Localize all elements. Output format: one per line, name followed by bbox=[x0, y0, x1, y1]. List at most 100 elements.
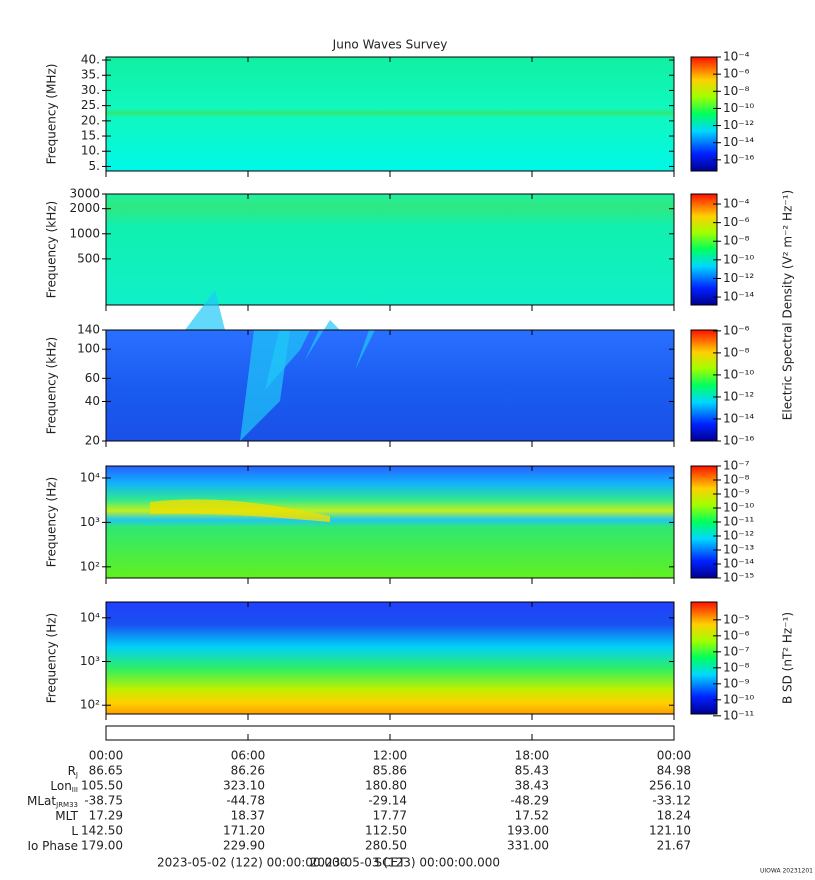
ephemeris-value: 280.50 bbox=[365, 839, 407, 853]
ephemeris-value: 105.50 bbox=[81, 779, 123, 793]
time-tick-label: 18:00 bbox=[515, 749, 550, 763]
ephemeris-value: 17.29 bbox=[89, 809, 123, 823]
colorbar-label: B SD (nT² Hz⁻¹) bbox=[781, 612, 795, 704]
ephemeris-label: Io Phase bbox=[27, 839, 78, 853]
ephemeris-value: 142.50 bbox=[81, 824, 123, 838]
ephemeris-label-text: MLat bbox=[27, 794, 56, 808]
colorbar-label: Electric Spectral Density (V² m⁻² Hz⁻¹) bbox=[781, 190, 795, 420]
footer-start: 2023-05-02 (122) 00:00:00.000 bbox=[157, 856, 347, 870]
colorbar bbox=[690, 56, 718, 172]
ephemeris-value: 21.67 bbox=[657, 839, 691, 853]
ephemeris-value: 17.52 bbox=[515, 809, 549, 823]
emission-streak bbox=[265, 330, 310, 390]
y-axis-label: Frequency (kHz) bbox=[45, 201, 59, 298]
colorbar-tick-label: 10⁻¹² bbox=[723, 529, 754, 543]
colorbar-tick-label: 10⁻⁶ bbox=[723, 67, 750, 81]
colorbar-tick-label: 10⁻¹⁴ bbox=[723, 557, 754, 571]
footer-end: 2023-05-03 (123) 00:00:00.000 bbox=[310, 856, 500, 870]
ephemeris-value: 18.24 bbox=[657, 809, 691, 823]
footer-stamp: UIOWA 20231201 bbox=[760, 868, 813, 875]
y-tick-label: 10³ bbox=[80, 654, 100, 668]
ephemeris-value: 18.37 bbox=[231, 809, 265, 823]
ephemeris-label-sub: III bbox=[72, 786, 78, 794]
ephemeris-label: L bbox=[71, 824, 78, 838]
ephemeris-label: RJ bbox=[68, 764, 78, 780]
ephemeris-label-sub: J bbox=[75, 771, 78, 779]
y-tick-label: 1000 bbox=[69, 226, 100, 240]
y-tick-label: 5. bbox=[89, 159, 100, 173]
ephemeris-value: 323.10 bbox=[223, 779, 265, 793]
ephemeris-value: 38.43 bbox=[515, 779, 549, 793]
ephemeris-label-sub: JRM33 bbox=[55, 801, 78, 809]
ephemeris-label: MLT bbox=[55, 809, 78, 823]
ephemeris-value: 86.26 bbox=[231, 764, 265, 778]
footer-center: SCET bbox=[375, 856, 407, 870]
spectrogram bbox=[106, 602, 674, 714]
colorbar-tick-label: 10⁻¹⁴ bbox=[723, 135, 754, 149]
colorbar-tick-label: 10⁻¹¹ bbox=[723, 515, 754, 529]
y-tick-label: 40 bbox=[85, 394, 100, 408]
ephemeris-value: 331.00 bbox=[507, 839, 549, 853]
ephemeris-value: 17.77 bbox=[373, 809, 407, 823]
ephemeris-value: 84.98 bbox=[657, 764, 691, 778]
colorbar-tick-label: 10⁻⁶ bbox=[723, 215, 750, 229]
colorbar-tick-label: 10⁻⁸ bbox=[723, 473, 750, 487]
colorbar-tick-label: 10⁻¹⁵ bbox=[723, 571, 754, 585]
ephemeris-value: 112.50 bbox=[365, 824, 407, 838]
colorbar-tick-label: 10⁻⁸ bbox=[723, 234, 750, 248]
y-axis-label: Frequency (MHz) bbox=[45, 64, 59, 165]
y-tick-label: 2000 bbox=[69, 201, 100, 215]
colorbar-tick-label: 10⁻⁸ bbox=[723, 345, 750, 359]
ephemeris-value: -38.75 bbox=[84, 794, 123, 808]
time-tick-label: 00:00 bbox=[657, 749, 692, 763]
emission-streak bbox=[355, 330, 385, 370]
emission-streak bbox=[185, 290, 225, 330]
ephemeris-value: 85.86 bbox=[373, 764, 407, 778]
ephemeris-label-text: R bbox=[68, 764, 76, 778]
colorbar-tick-label: 10⁻¹¹ bbox=[723, 708, 754, 722]
colorbar-tick-label: 10⁻¹² bbox=[723, 118, 754, 132]
ephemeris-value: 85.43 bbox=[515, 764, 549, 778]
ephemeris-label: MLatJRM33 bbox=[27, 794, 78, 810]
ephemeris-value: 179.00 bbox=[81, 839, 123, 853]
time-tick-label: 00:00 bbox=[89, 749, 124, 763]
ephemeris-label-text: Io Phase bbox=[27, 839, 78, 853]
y-tick-label: 60 bbox=[85, 371, 100, 385]
ephemeris-value: 193.00 bbox=[507, 824, 549, 838]
colorbar-tick-label: 10⁻¹³ bbox=[723, 543, 754, 557]
colorbar-tick-label: 10⁻¹⁰ bbox=[723, 252, 754, 266]
y-tick-label: 100 bbox=[77, 342, 100, 356]
chart-title: Juno Waves Survey bbox=[332, 38, 448, 52]
ephemeris-label-text: Lon bbox=[50, 779, 71, 793]
colorbar-tick-label: 10⁻⁶ bbox=[723, 628, 750, 642]
y-tick-label: 500 bbox=[77, 251, 100, 265]
colorbar-tick-label: 10⁻⁴ bbox=[723, 197, 750, 211]
colorbar-tick-label: 10⁻⁷ bbox=[723, 644, 750, 658]
spectrogram bbox=[106, 330, 674, 441]
y-tick-label: 20. bbox=[81, 113, 100, 127]
colorbar-tick-label: 10⁻¹² bbox=[723, 389, 754, 403]
colorbar bbox=[690, 193, 718, 306]
y-tick-label: 35. bbox=[81, 68, 100, 82]
colorbar-tick-label: 10⁻¹⁶ bbox=[723, 434, 754, 448]
colorbar-tick-label: 10⁻⁸ bbox=[723, 84, 750, 98]
y-tick-label: 10⁴ bbox=[80, 470, 100, 484]
colorbar-tick-label: 10⁻⁵ bbox=[723, 612, 750, 626]
y-tick-label: 40. bbox=[81, 53, 100, 67]
ephemeris-value: -44.78 bbox=[226, 794, 265, 808]
colorbar bbox=[690, 601, 718, 715]
colorbar-tick-label: 10⁻¹⁴ bbox=[723, 290, 754, 304]
ephemeris-value: 229.90 bbox=[223, 839, 265, 853]
ephemeris-value: 121.10 bbox=[649, 824, 691, 838]
colorbar-tick-label: 10⁻⁸ bbox=[723, 660, 750, 674]
y-tick-label: 15. bbox=[81, 129, 100, 143]
colorbar bbox=[690, 329, 718, 442]
spectrogram bbox=[106, 194, 674, 305]
y-tick-label: 10² bbox=[80, 698, 100, 712]
ephemeris-value: 256.10 bbox=[649, 779, 691, 793]
spectrogram bbox=[106, 466, 674, 578]
ephemeris-value: 86.65 bbox=[89, 764, 123, 778]
colorbar-tick-label: 10⁻¹⁴ bbox=[723, 411, 754, 425]
y-tick-label: 10² bbox=[80, 559, 100, 573]
